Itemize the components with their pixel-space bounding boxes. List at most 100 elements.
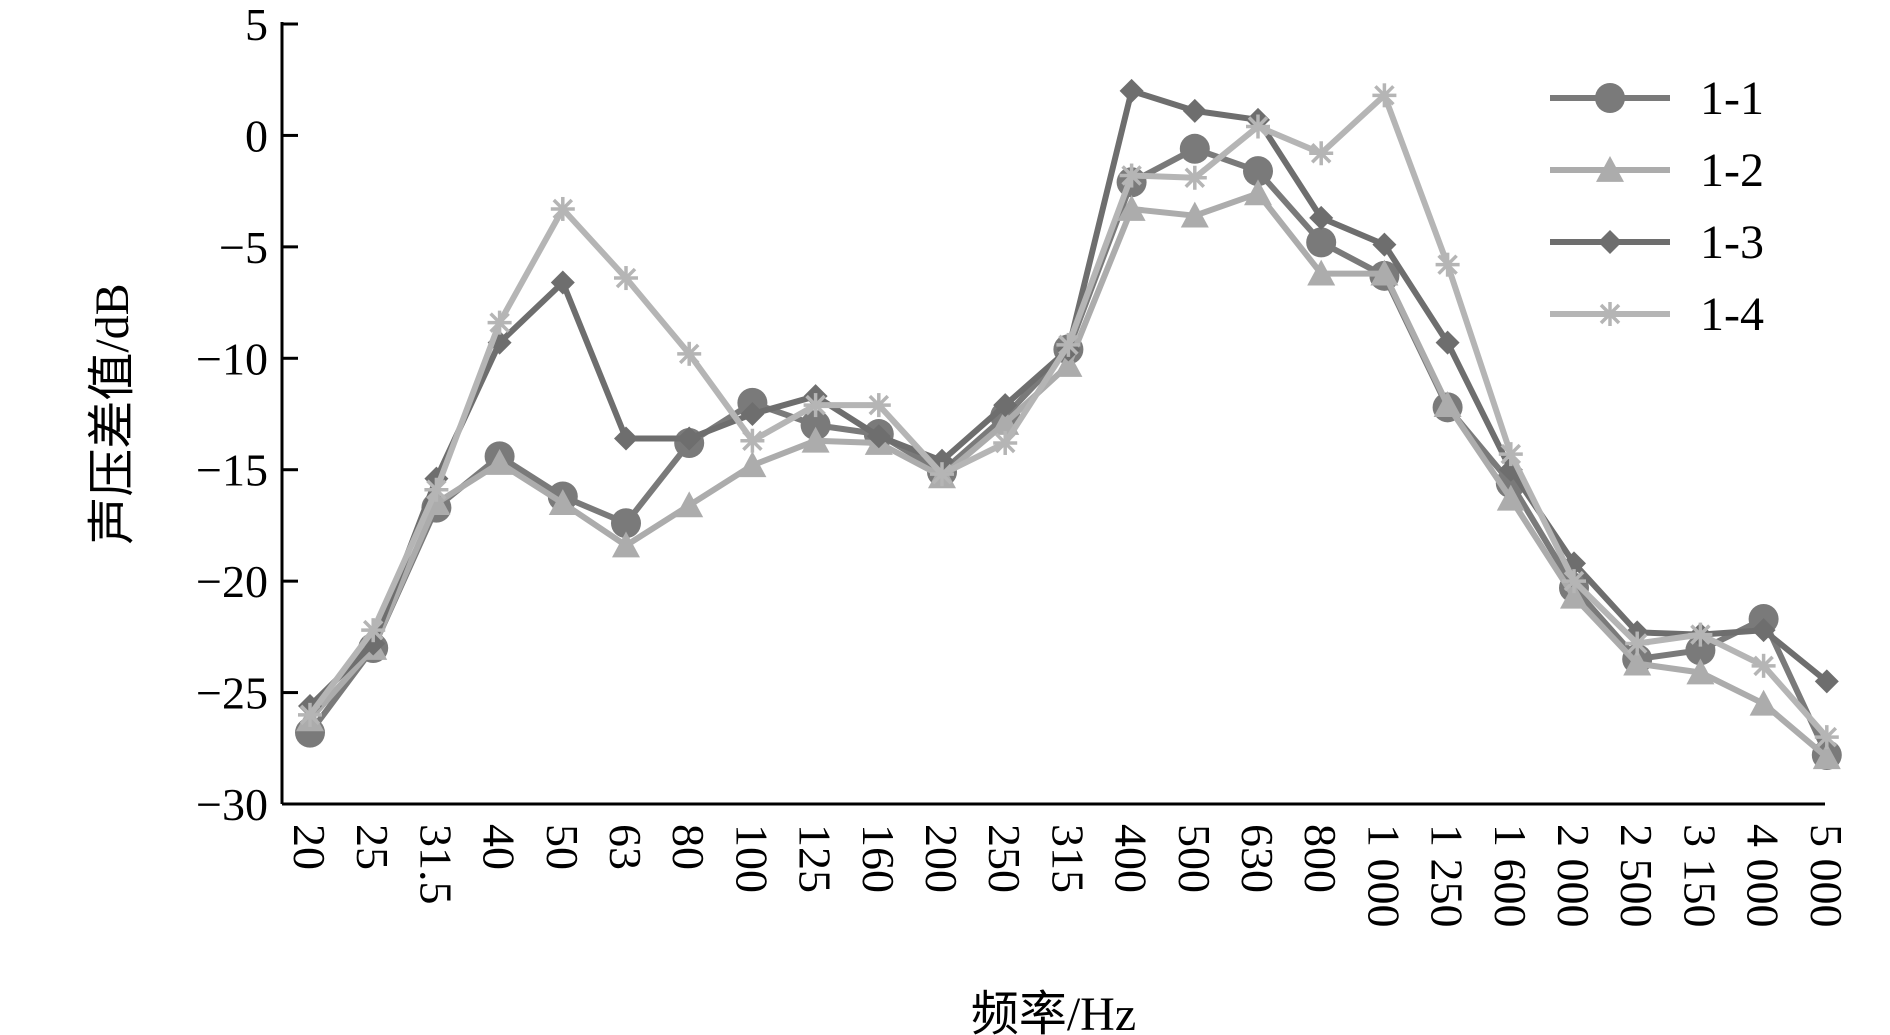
data-point [740, 428, 765, 453]
legend-label: 1-1 [1700, 72, 1764, 125]
data-point [866, 393, 891, 418]
y-tick-label: −25 [196, 668, 268, 719]
x-tick-label: 630 [1232, 824, 1283, 893]
data-point [1243, 156, 1273, 187]
data-point [1117, 194, 1146, 221]
data-point [1182, 98, 1207, 123]
series-1-4 [298, 83, 1839, 750]
x-tick-label: 1 250 [1422, 824, 1473, 928]
data-point [1119, 78, 1144, 103]
x-tick-label: 125 [790, 824, 841, 893]
data-point [993, 430, 1018, 455]
x-tick-label: 100 [726, 824, 777, 893]
data-point [1372, 83, 1397, 108]
data-point [1182, 165, 1207, 190]
data-point [993, 393, 1018, 418]
x-tick-label: 3 150 [1674, 824, 1725, 928]
data-point [1688, 622, 1713, 647]
data-point [1560, 582, 1588, 609]
data-point [1498, 442, 1523, 467]
data-point [487, 310, 512, 335]
data-point [738, 451, 767, 478]
y-tick-label: −5 [219, 222, 268, 273]
data-point [677, 426, 702, 451]
series-line [307, 92, 1830, 741]
x-tick-label: 1 600 [1485, 824, 1536, 928]
x-tick-label: 40 [474, 824, 525, 870]
legend-label: 1-2 [1700, 144, 1764, 197]
x-tick-label: 20 [284, 824, 335, 870]
data-point [1598, 302, 1622, 326]
data-point [1179, 133, 1210, 164]
data-point [1180, 201, 1209, 228]
data-point [1372, 232, 1397, 257]
data-point [1686, 658, 1715, 685]
data-point [1433, 391, 1462, 417]
data-point [1246, 114, 1270, 139]
data-point [677, 341, 702, 366]
series-layer [295, 78, 1842, 770]
data-point [1812, 743, 1841, 770]
data-point [1370, 259, 1399, 286]
data-point [1751, 653, 1776, 678]
data-point [1814, 669, 1839, 694]
data-point [548, 489, 577, 516]
data-point [1119, 163, 1144, 188]
y-tick-label: 5 [245, 0, 268, 50]
legend-label: 1-3 [1700, 216, 1764, 269]
x-tick-label: 1 000 [1358, 824, 1409, 928]
data-point [866, 424, 891, 449]
x-tick-label: 250 [979, 824, 1030, 893]
y-tick-label: −20 [196, 556, 268, 607]
y-tick-label: −15 [196, 445, 268, 496]
x-tick-label: 500 [1169, 824, 1220, 893]
series-line [307, 190, 1830, 761]
data-point [1496, 484, 1525, 511]
data-point [740, 402, 765, 426]
x-tick-label: 31.5 [410, 824, 461, 905]
x-tick-label: 315 [1042, 824, 1093, 893]
x-tick-label: 50 [537, 824, 588, 870]
data-point [1309, 141, 1334, 166]
x-tick-label: 25 [347, 824, 398, 870]
x-tick-label: 5 000 [1801, 824, 1852, 928]
y-axis-title: 声压差值/dB [86, 283, 139, 544]
x-tick-label: 160 [853, 824, 904, 893]
data-point [614, 266, 638, 291]
data-point [1309, 205, 1334, 230]
data-point [803, 393, 828, 418]
x-axis-title: 频率/Hz [971, 988, 1136, 1035]
data-point [1623, 649, 1652, 676]
legend-item: 1-4 [1550, 288, 1764, 341]
x-tick-label: 80 [663, 824, 714, 870]
data-point [1562, 569, 1586, 594]
x-tick-label: 4 000 [1738, 824, 1789, 928]
data-point [1244, 179, 1272, 206]
data-point [801, 426, 830, 453]
data-point [614, 426, 638, 451]
series-1-1 [295, 133, 1842, 770]
data-point [1814, 725, 1839, 750]
data-point [1595, 83, 1625, 113]
y-tick-label: −30 [196, 779, 268, 830]
data-point [1749, 689, 1778, 716]
data-point [1598, 230, 1622, 254]
data-point [550, 270, 575, 295]
data-point [361, 618, 386, 643]
data-point [1751, 618, 1776, 643]
legend-item: 1-1 [1550, 72, 1764, 125]
x-tick-label: 2 500 [1611, 824, 1662, 928]
x-tick-label: 400 [1106, 824, 1157, 893]
x-tick-label: 63 [600, 824, 651, 870]
legend-item: 1-2 [1550, 144, 1764, 197]
data-point [1435, 330, 1460, 355]
y-tick-label: −10 [196, 333, 268, 384]
data-point [1435, 252, 1460, 277]
legend-item: 1-3 [1550, 216, 1764, 269]
data-point [424, 477, 449, 502]
legend: 1-1 1-2 1-3 1-4 [1550, 72, 1764, 341]
y-tick-label: 0 [245, 110, 268, 161]
